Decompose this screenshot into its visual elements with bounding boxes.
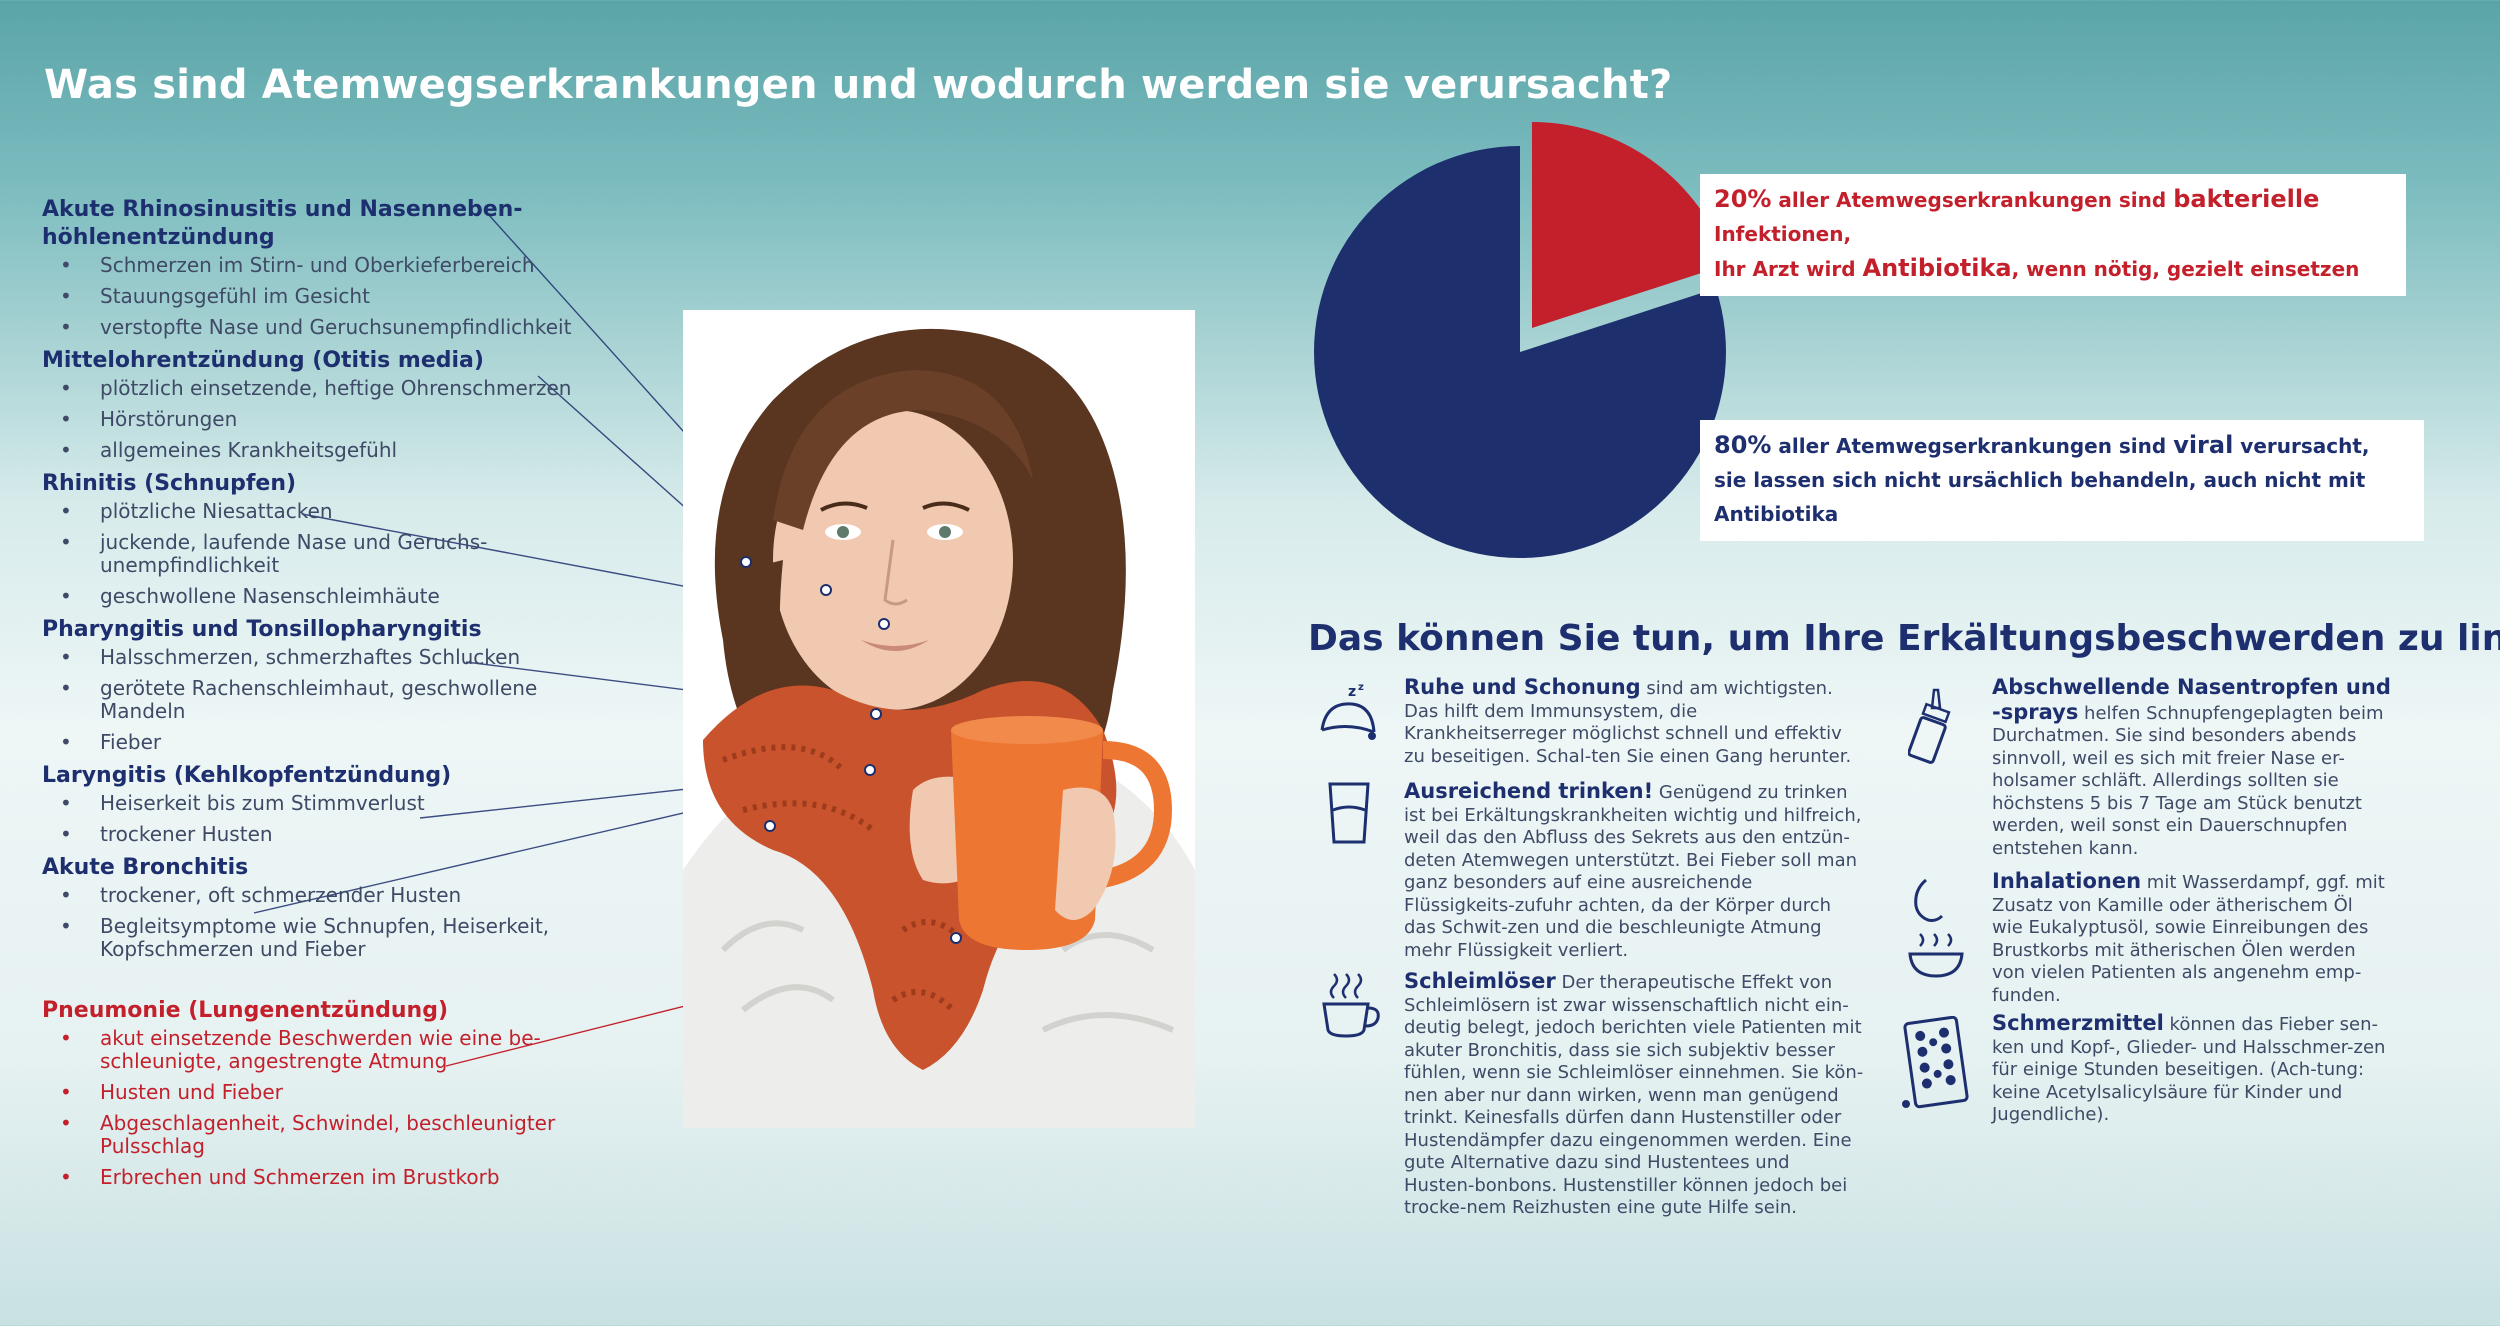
tip-rest: Ruhe und Schonung sind am wichtigsten. D… <box>1404 676 1852 768</box>
symptom-item: plötzliche Niesattacken <box>42 500 602 524</box>
symptom-item: Schmerzen im Stirn- und Oberkieferbereic… <box>42 254 602 278</box>
viral-callout-line1: 80% aller Atemwegserkrankungen sind vira… <box>1714 428 2410 463</box>
condition-title: Akute Bronchitis <box>42 855 249 880</box>
symptom-item: geschwollene Nasenschleimhäute <box>42 585 602 609</box>
symptom-item: Heiserkeit bis zum Stimmverlust <box>42 792 602 816</box>
symptom-item: gerötete Rachenschleimhaut, geschwollene… <box>42 677 602 723</box>
viral-text-end: verursacht, <box>2233 434 2370 458</box>
viral-callout: 80% aller Atemwegserkrankungen sind vira… <box>1700 420 2424 541</box>
tip-text: können das Fieber sen-ken und Kopf-, Gli… <box>1992 1014 2386 1125</box>
viral-keyword: viral <box>2173 431 2234 459</box>
svg-text:z: z <box>1358 682 1364 693</box>
tip-text: sind am wichtigsten. Das hilft dem Immun… <box>1404 678 1852 767</box>
condition-otitis: Mittelohrentzündung (Otitis media) plötz… <box>42 347 602 462</box>
conditions-list: Akute Rhinosinusitis und Nasenneben- höh… <box>42 196 602 1197</box>
symptom-item: Hörstörungen <box>42 408 602 432</box>
tip-text: Genügend zu trinken ist bei Erkältungskr… <box>1404 782 1862 961</box>
page-title: Was sind Atemwegserkrankungen und wodurc… <box>44 62 1673 108</box>
bacterial-percent: 20% <box>1714 185 1772 213</box>
condition-pneumonia: Pneumonie (Lungenentzündung) akut einset… <box>42 997 602 1189</box>
tip-text: mit Wasserdampf, ggf. mit Zusatz von Kam… <box>1992 872 2385 1006</box>
condition-title: Akute Rhinosinusitis und Nasenneben- höh… <box>42 197 523 250</box>
pill-blister-icon <box>1902 1016 1969 1109</box>
tip-text: Der therapeutische Effekt von Schleimlös… <box>1404 972 1864 1218</box>
symptom-item: Erbrechen und Schmerzen im Brustkorb <box>42 1166 602 1190</box>
symptom-item: akut einsetzende Beschwerden wie eine be… <box>42 1027 602 1073</box>
tip-drink: Ausreichend trinken! Genügend zu trinken… <box>1404 780 1864 962</box>
bacterial-line2-start: Ihr Arzt wird <box>1714 257 1863 281</box>
condition-bronchitis: Akute Bronchitis trockener, oft schmerze… <box>42 854 602 961</box>
tip-title: Schleimlöser <box>1404 969 1556 993</box>
tip-mucus: Schleimlöser Der therapeutische Effekt v… <box>1404 970 1864 1220</box>
symptom-item: Abgeschlagenheit, Schwindel, beschleunig… <box>42 1112 602 1158</box>
symptom-item: trockener, oft schmerzender Husten <box>42 884 602 908</box>
sleeping-hat-icon: z z <box>1320 682 1376 740</box>
condition-sinusitis: Akute Rhinosinusitis und Nasenneben- höh… <box>42 196 602 339</box>
bacterial-keyword: bakterielle <box>2173 185 2320 213</box>
nasal-spray-icon <box>1908 688 1951 764</box>
symptom-item: trockener Husten <box>42 823 602 847</box>
viral-text: aller Atemwegserkrankungen sind <box>1771 434 2174 458</box>
pie-chart <box>1314 122 1728 558</box>
tip-inhale: Inhalationen mit Wasserdampf, ggf. mit Z… <box>1992 870 2388 1007</box>
tip-title: Schmerzmittel <box>1992 1011 2164 1035</box>
tip-title: Ruhe und Schonung <box>1404 675 1641 699</box>
condition-laryngitis: Laryngitis (Kehlkopfentzündung) Heiserke… <box>42 762 602 846</box>
condition-title: Rhinitis (Schnupfen) <box>42 471 297 496</box>
tip-spray: Abschwellende Nasentropfen und -sprays h… <box>1992 676 2392 860</box>
bacterial-line2-end: , wenn nötig, gezielt einsetzen <box>2011 257 2360 281</box>
svg-text:z: z <box>1348 684 1356 700</box>
viral-percent: 80% <box>1714 431 1772 459</box>
bacterial-text: aller Atemwegserkrankungen sind <box>1771 188 2174 212</box>
bacterial-callout: 20% aller Atemwegserkrankungen sind bakt… <box>1700 174 2406 296</box>
condition-title: Pharyngitis und Tonsillopharyngitis <box>42 617 482 642</box>
symptom-item: Halsschmerzen, schmerzhaftes Schlucken <box>42 646 602 670</box>
hot-cup-icon <box>1322 973 1380 1038</box>
antibiotics-keyword: Antibiotika <box>1862 254 2012 282</box>
woman-with-mug-photo <box>683 310 1195 1128</box>
bacterial-text-end: Infektionen, <box>1714 222 1852 246</box>
symptom-item: Husten und Fieber <box>42 1081 602 1105</box>
tip-title: Abschwellende Nasentropfen und -sprays <box>1992 675 2391 724</box>
symptom-item: Begleitsymptome wie Schnupfen, Heiserkei… <box>42 915 602 961</box>
pie-slice-viral <box>1314 146 1726 558</box>
symptom-item: Fieber <box>42 731 602 755</box>
tips-heading: Das können Sie tun, um Ihre Erkältungsbe… <box>1308 618 2500 659</box>
bacterial-callout-line1: 20% aller Atemwegserkrankungen sind bakt… <box>1714 182 2392 251</box>
tip-title: Inhalationen <box>1992 869 2142 893</box>
symptom-item: plötzlich einsetzende, heftige Ohrenschm… <box>42 377 602 401</box>
condition-rhinitis: Rhinitis (Schnupfen) plötzliche Niesatta… <box>42 470 602 608</box>
pie-slice-bacterial <box>1532 122 1728 328</box>
inhalation-bowl-icon <box>1908 878 1964 978</box>
condition-title: Pneumonie (Lungenentzündung) <box>42 998 449 1023</box>
bacterial-callout-line2: Ihr Arzt wird Antibiotika, wenn nötig, g… <box>1714 251 2392 286</box>
condition-title: Mittelohrentzündung (Otitis media) <box>42 348 484 373</box>
symptom-item: juckende, laufende Nase und Geruchs- une… <box>42 531 602 577</box>
condition-title: Laryngitis (Kehlkopfentzündung) <box>42 763 452 788</box>
tip-painkillers: Schmerzmittel können das Fieber sen-ken … <box>1992 1012 2392 1127</box>
tip-title: Ausreichend trinken! <box>1404 779 1654 803</box>
symptom-item: allgemeines Krankheitsgefühl <box>42 439 602 463</box>
tip-text: helfen Schnupfengeplagten beim Durchatme… <box>1992 702 2384 859</box>
symptom-item: Stauungsgefühl im Gesicht <box>42 285 602 309</box>
woman-illustration <box>683 328 1195 1128</box>
symptom-item: verstopfte Nase und Geruchsunempfindlich… <box>42 316 602 340</box>
viral-callout-line2: sie lassen sich nicht ursächlich behande… <box>1714 468 2366 526</box>
water-glass-icon <box>1328 782 1370 844</box>
condition-pharyngitis: Pharyngitis und Tonsillopharyngitis Hals… <box>42 616 602 754</box>
